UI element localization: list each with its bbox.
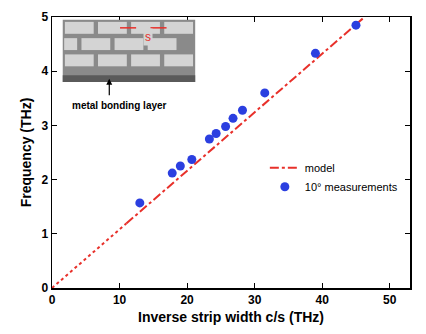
svg-text:10° measurements: 10° measurements: [305, 181, 398, 193]
svg-text:5: 5: [41, 10, 48, 24]
svg-text:0: 0: [41, 281, 48, 295]
svg-text:2: 2: [41, 173, 48, 187]
svg-text:1: 1: [41, 227, 48, 241]
svg-text:3: 3: [41, 119, 48, 133]
svg-text:Inverse strip width c/s (THz): Inverse strip width c/s (THz): [138, 309, 324, 325]
svg-text:metal bonding layer: metal bonding layer: [72, 100, 167, 111]
svg-text:10: 10: [113, 293, 127, 307]
svg-text:50: 50: [383, 293, 397, 307]
svg-text:20: 20: [180, 293, 194, 307]
svg-text:Frequency (THz): Frequency (THz): [18, 98, 34, 208]
svg-text:40: 40: [316, 293, 330, 307]
svg-text:0: 0: [49, 293, 56, 307]
svg-text:30: 30: [248, 293, 262, 307]
svg-text:s: s: [145, 30, 151, 44]
svg-text:4: 4: [41, 64, 48, 78]
svg-text:model: model: [305, 162, 335, 174]
